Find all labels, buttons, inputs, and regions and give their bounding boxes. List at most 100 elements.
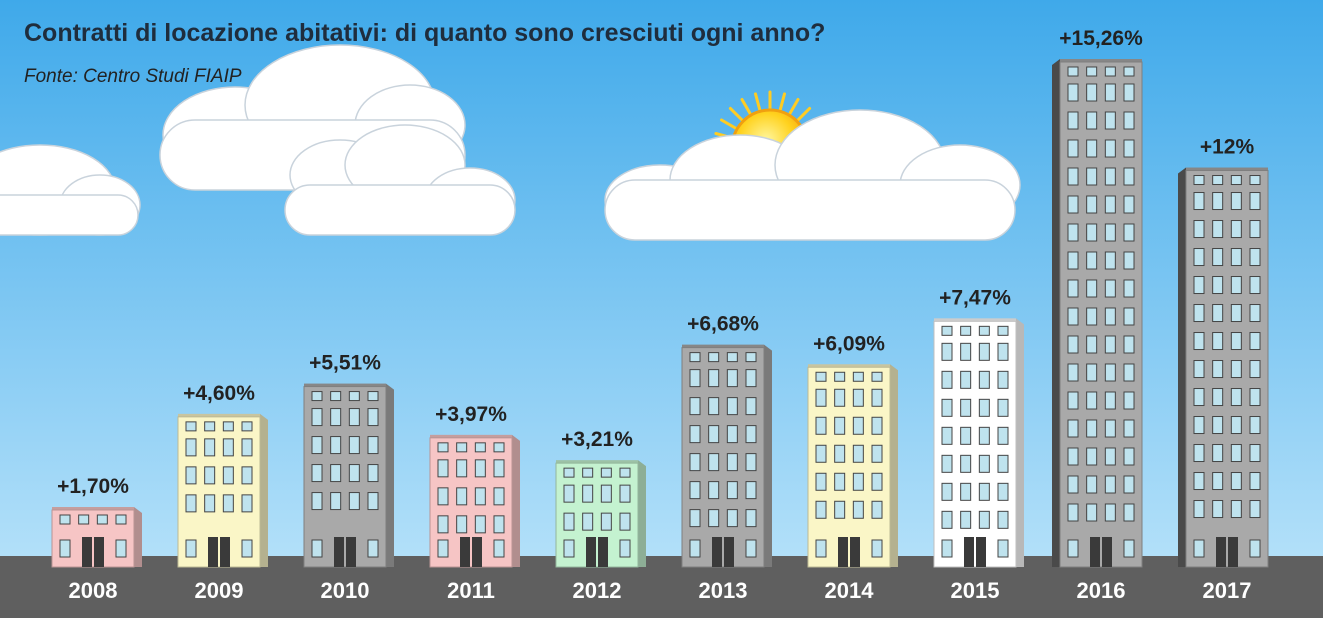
value-label-2012: +3,21% [561, 428, 633, 451]
window [997, 539, 1009, 558]
window [222, 466, 234, 485]
window [852, 444, 864, 463]
building-roof [682, 344, 764, 349]
window [1086, 335, 1098, 354]
window [1067, 279, 1079, 298]
window [115, 539, 127, 558]
window [348, 492, 360, 511]
window [115, 514, 127, 525]
window [997, 342, 1009, 361]
window [185, 539, 197, 558]
window [1067, 391, 1079, 410]
window [330, 464, 342, 483]
door-left [208, 537, 218, 567]
window [1212, 276, 1224, 295]
window [941, 539, 953, 558]
window [726, 453, 738, 472]
window [563, 539, 575, 558]
window [367, 408, 379, 427]
window [493, 487, 505, 506]
window [1104, 447, 1116, 466]
window [619, 539, 631, 558]
window [493, 515, 505, 534]
window [1086, 195, 1098, 214]
window [708, 453, 720, 472]
window [960, 325, 972, 336]
door-right [1228, 537, 1238, 567]
window [1086, 307, 1098, 326]
window [1230, 220, 1242, 239]
window [1193, 360, 1205, 379]
window [330, 492, 342, 511]
window [437, 515, 449, 534]
window [689, 425, 701, 444]
door-left [1216, 537, 1226, 567]
window [1104, 167, 1116, 186]
window [1212, 472, 1224, 491]
cloud-left-icon [0, 144, 141, 236]
window [960, 426, 972, 445]
building-side [512, 434, 520, 567]
window [1230, 175, 1242, 186]
window [941, 398, 953, 417]
building-roof [304, 383, 386, 388]
window [367, 464, 379, 483]
window [1104, 83, 1116, 102]
window [241, 466, 253, 485]
window [1104, 111, 1116, 130]
value-label-2016: +15,26% [1059, 27, 1143, 50]
window [1123, 83, 1135, 102]
window [1104, 475, 1116, 494]
window [852, 500, 864, 519]
building-side [386, 383, 394, 567]
window [689, 539, 701, 558]
window [689, 453, 701, 472]
buildings-group: +1,70% 2008 +4,60% 2009 +5,51% 2010 +3,97% 2011… [51, 27, 1269, 603]
building-side [638, 460, 646, 567]
window [978, 426, 990, 445]
building-roof [1060, 59, 1142, 63]
window [1193, 444, 1205, 463]
window [311, 408, 323, 427]
door-left [460, 537, 470, 567]
window [941, 426, 953, 445]
window [745, 352, 757, 363]
window [330, 408, 342, 427]
year-label-2017: 2017 [1203, 578, 1252, 603]
window [1067, 66, 1079, 77]
window [960, 482, 972, 501]
window [1086, 66, 1098, 77]
window [1086, 167, 1098, 186]
window [1249, 360, 1261, 379]
window [1212, 175, 1224, 186]
window [582, 484, 594, 503]
window [815, 500, 827, 519]
building-bar-2016: +15,26% 2016 [1052, 27, 1143, 603]
window [1249, 175, 1261, 186]
window [1123, 167, 1135, 186]
window [689, 509, 701, 528]
window [960, 342, 972, 361]
cloud-middle-icon [284, 124, 516, 236]
window [978, 510, 990, 529]
window [960, 398, 972, 417]
window [204, 466, 216, 485]
window [1067, 335, 1079, 354]
window [348, 391, 360, 402]
door-left [82, 537, 92, 567]
window [941, 510, 953, 529]
window [978, 342, 990, 361]
building-roof [178, 413, 260, 418]
door-left [1090, 537, 1100, 567]
door-left [964, 537, 974, 567]
window [600, 467, 612, 478]
window [852, 371, 864, 382]
window [852, 472, 864, 491]
window [834, 472, 846, 491]
window [1212, 304, 1224, 323]
window [1104, 335, 1116, 354]
window [1212, 500, 1224, 519]
window [815, 416, 827, 435]
window [96, 514, 108, 525]
